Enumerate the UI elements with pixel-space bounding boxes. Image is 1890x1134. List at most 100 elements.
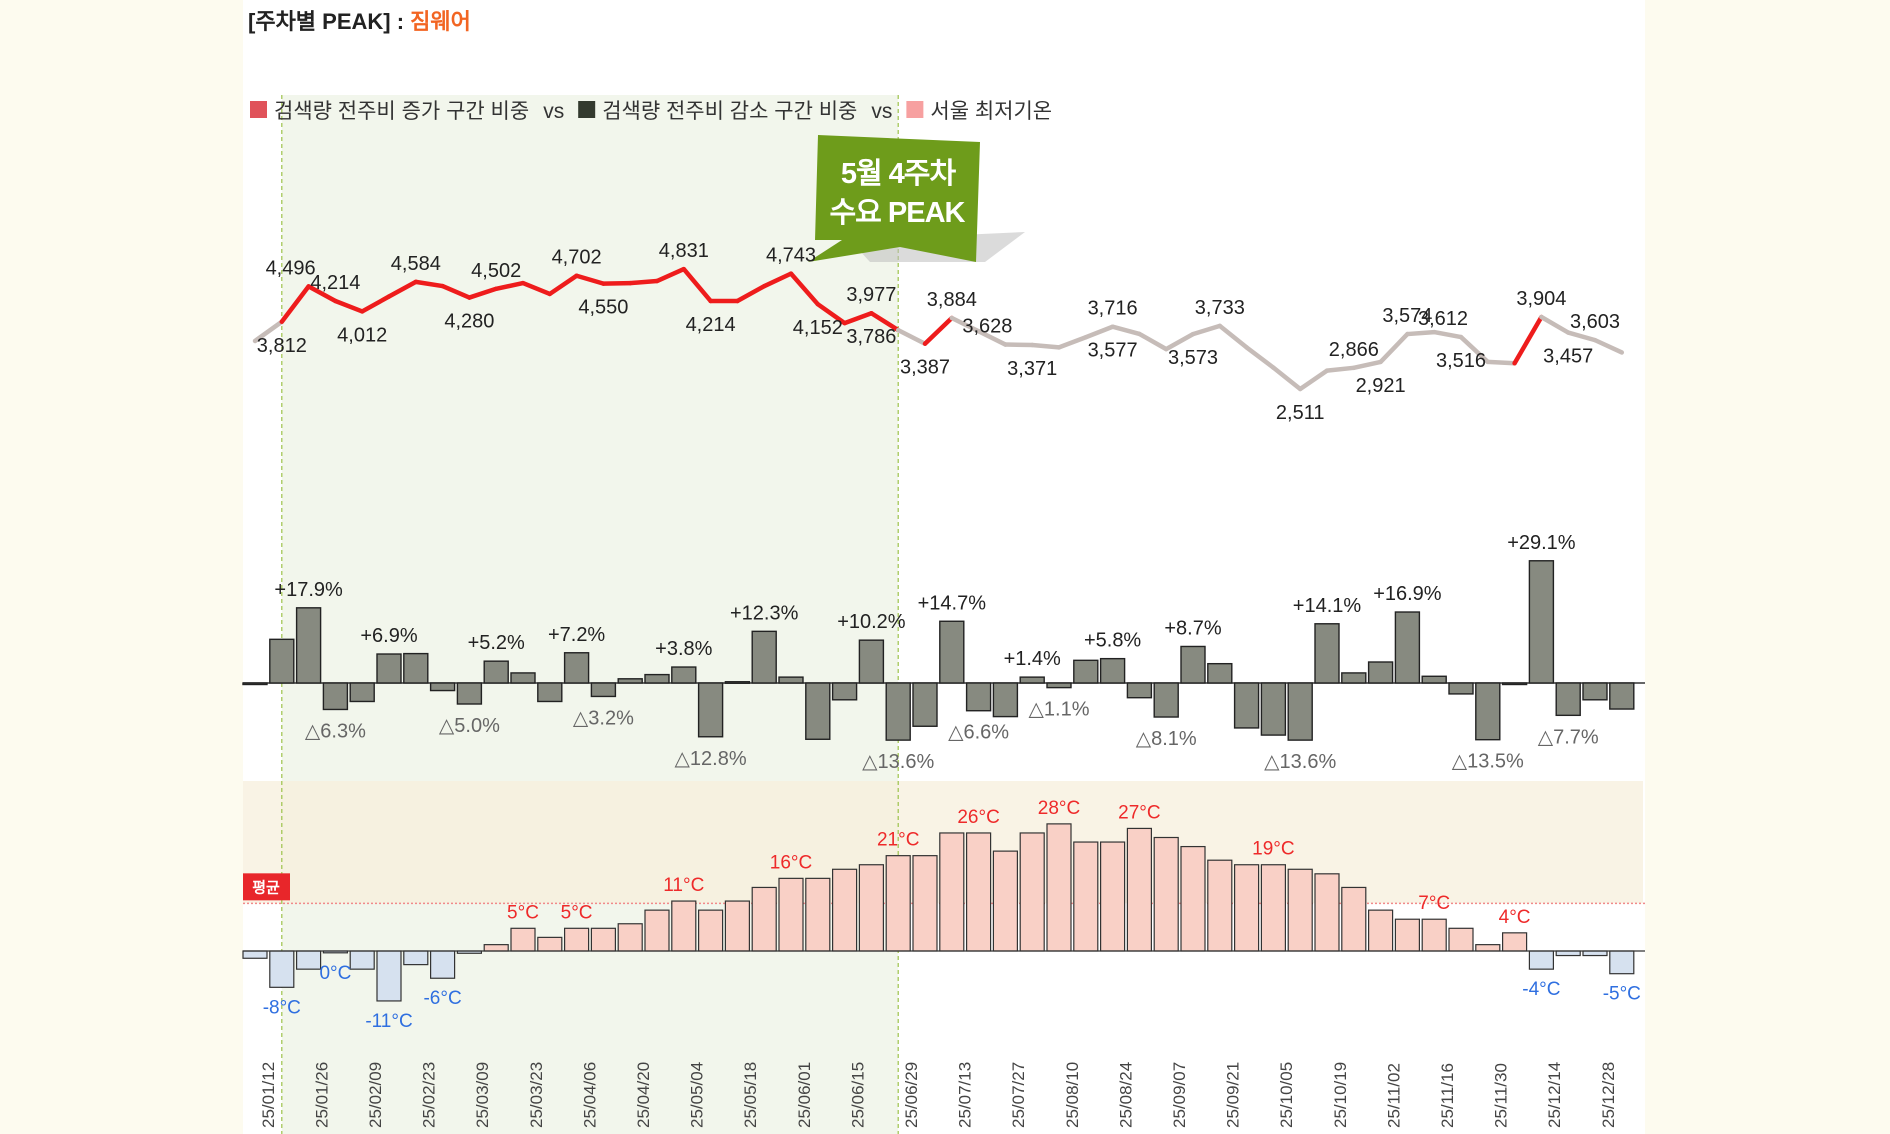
pct-data-label: +5.2% bbox=[468, 632, 525, 654]
line-segment bbox=[949, 315, 981, 334]
temperature-label: 19°C bbox=[1252, 839, 1294, 860]
temperature-bar bbox=[965, 832, 992, 952]
pct-bar bbox=[537, 682, 563, 703]
temperature-bar bbox=[912, 855, 938, 952]
line-data-label: 2,866 bbox=[1329, 339, 1379, 361]
pct-bar bbox=[1448, 682, 1474, 695]
temperature-bar bbox=[1555, 950, 1581, 957]
temperature-bar bbox=[483, 944, 509, 952]
pct-bar bbox=[939, 620, 965, 684]
x-tick-label: 25/11/02 bbox=[1384, 1063, 1403, 1128]
line-segment bbox=[1431, 329, 1464, 340]
temperature-label: 26°C bbox=[957, 807, 999, 828]
pct-data-label: +7.2% bbox=[548, 624, 605, 646]
temperature-label: -8°C bbox=[263, 997, 301, 1018]
pct-bar bbox=[1501, 682, 1528, 686]
pct-bar bbox=[1609, 682, 1635, 710]
legend-swatch bbox=[250, 101, 267, 118]
line-segment bbox=[601, 280, 633, 286]
x-tick-label: 25/07/13 bbox=[956, 1062, 975, 1128]
temperature-bar bbox=[1314, 873, 1340, 952]
line-segment bbox=[520, 280, 553, 297]
pct-bar bbox=[1287, 682, 1313, 741]
x-tick-label: 25/01/12 bbox=[259, 1062, 278, 1128]
pct-bar bbox=[1528, 560, 1555, 684]
pct-data-label: +29.1% bbox=[1507, 532, 1576, 554]
x-tick-label: 25/11/30 bbox=[1492, 1063, 1511, 1128]
pct-bar bbox=[1073, 659, 1099, 684]
pct-bar bbox=[831, 682, 858, 701]
temperature-bar bbox=[1233, 864, 1260, 952]
legend-label: 검색량 전주비 감소 구간 비중 bbox=[602, 100, 857, 123]
pct-bar bbox=[590, 682, 617, 698]
average-tag: 평균 bbox=[243, 873, 290, 901]
pct-data-label: +14.7% bbox=[918, 592, 987, 614]
pct-bar bbox=[1314, 623, 1340, 684]
pct-bar bbox=[322, 682, 349, 711]
temperature-label: 7°C bbox=[1418, 893, 1450, 914]
line-segment bbox=[547, 273, 579, 297]
temperature-bar bbox=[939, 832, 965, 952]
x-tick-label: 25/05/18 bbox=[741, 1062, 760, 1128]
pct-data-label: △13.6% bbox=[862, 751, 934, 773]
temperature-bar bbox=[1207, 859, 1233, 952]
line-segment bbox=[1378, 331, 1410, 365]
line-data-label: 4,584 bbox=[391, 253, 441, 275]
line-segment bbox=[654, 266, 687, 284]
temperature-bar bbox=[590, 927, 617, 952]
temperature-bar bbox=[724, 900, 751, 952]
line-data-label: 3,603 bbox=[1570, 311, 1620, 333]
pct-data-label: +3.8% bbox=[655, 638, 712, 660]
line-data-label: 4,214 bbox=[310, 272, 360, 294]
temperature-bar bbox=[563, 927, 590, 952]
pct-bar bbox=[456, 682, 483, 705]
line-segment bbox=[413, 279, 445, 289]
temperature-label: 27°C bbox=[1118, 802, 1160, 823]
x-tick-label: 25/09/21 bbox=[1224, 1062, 1243, 1128]
line-data-label: 3,884 bbox=[927, 289, 977, 311]
callout-line-1: 5월 4주차 bbox=[841, 157, 957, 190]
x-tick-label: 25/06/01 bbox=[795, 1062, 814, 1128]
pct-bar bbox=[1180, 645, 1206, 684]
line-segment bbox=[359, 294, 392, 314]
pct-bar bbox=[617, 678, 643, 684]
line-data-label: 3,733 bbox=[1195, 297, 1245, 319]
temperature-label: 11°C bbox=[663, 875, 704, 896]
x-tick-label: 25/03/09 bbox=[473, 1062, 492, 1128]
pct-data-label: △3.2% bbox=[573, 707, 634, 729]
pct-data-label: +14.1% bbox=[1293, 595, 1362, 617]
line-segment bbox=[1029, 342, 1062, 350]
line-data-label: 3,577 bbox=[1088, 340, 1138, 362]
pct-data-label: △7.7% bbox=[1538, 726, 1599, 748]
pct-data-label: +10.2% bbox=[837, 611, 906, 633]
temperature-bar bbox=[1260, 864, 1287, 952]
pct-bar bbox=[483, 660, 509, 684]
pct-bar bbox=[1126, 682, 1153, 699]
title-prefix: [주차별 PEAK] : bbox=[248, 9, 411, 34]
temperature-bar bbox=[1582, 950, 1608, 957]
temperature-bar bbox=[1073, 841, 1099, 952]
x-tick-label: 25/02/23 bbox=[420, 1062, 439, 1128]
line-segment bbox=[815, 301, 847, 326]
line-segment bbox=[627, 278, 660, 286]
pct-data-label: +16.9% bbox=[1373, 583, 1442, 605]
temperature-bar bbox=[1341, 886, 1367, 952]
temperature-label: 28°C bbox=[1038, 798, 1080, 819]
line-segment bbox=[761, 271, 794, 289]
line-segment bbox=[306, 284, 338, 304]
legend-label: 검색량 전주비 증가 구간 비중 bbox=[274, 100, 529, 123]
x-tick-label: 25/04/06 bbox=[580, 1062, 599, 1128]
line-segment bbox=[869, 310, 901, 333]
line-data-label: 3,574 bbox=[1382, 305, 1432, 327]
line-data-label: 3,457 bbox=[1543, 346, 1593, 368]
pct-bar bbox=[1475, 682, 1501, 741]
temperature-bar bbox=[1126, 827, 1153, 952]
line-data-label: 4,012 bbox=[337, 324, 387, 346]
pct-data-label: +8.7% bbox=[1164, 617, 1221, 639]
line-data-label: 3,573 bbox=[1168, 347, 1218, 369]
temperature-bar bbox=[376, 950, 402, 1002]
pct-bar bbox=[1260, 682, 1287, 736]
line-segment bbox=[1565, 330, 1598, 343]
line-data-label: 3,904 bbox=[1516, 288, 1566, 310]
